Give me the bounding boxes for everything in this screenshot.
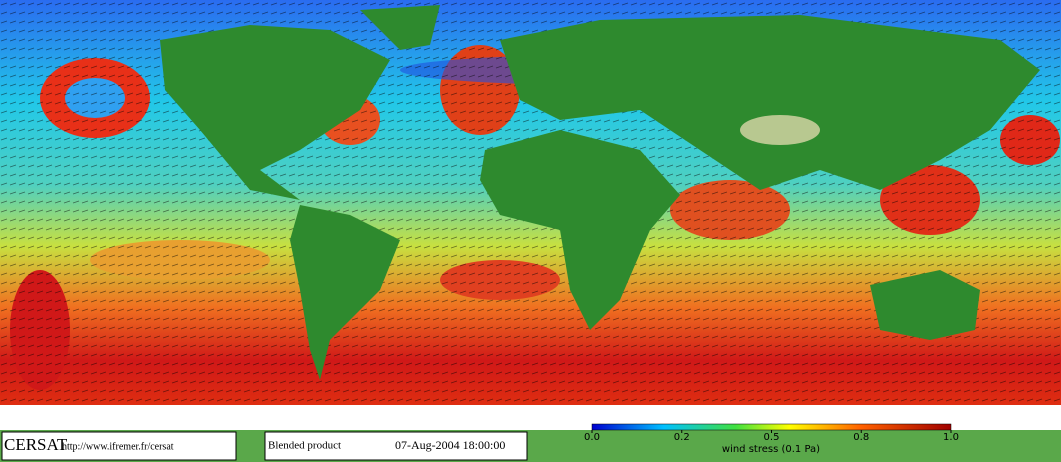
colorbar-tick-label: 1.0 <box>943 432 959 443</box>
product: Blended product <box>268 440 341 452</box>
colorbar-tick-label: 0.2 <box>674 432 690 443</box>
colorbar-ticks: 0.0 0.2 0.5 0.8 1.0 <box>584 430 959 443</box>
colorbar-tick-label: 0.5 <box>764 432 780 443</box>
timestamp: 07-Aug-2004 18:00:00 <box>395 438 505 452</box>
credit-box <box>1 431 237 461</box>
colorbar-tick-label: 0.8 <box>853 432 869 443</box>
logo: CERSAT <box>4 435 68 454</box>
colorbar-label: wind stress (0.1 Pa) <box>722 444 820 455</box>
url: http://www.ifremer.fr/cersat <box>62 441 174 452</box>
land <box>160 5 1040 380</box>
product-box <box>264 431 528 461</box>
colorbar-tick-label: 0.0 <box>584 432 600 443</box>
colorbar <box>591 423 952 431</box>
